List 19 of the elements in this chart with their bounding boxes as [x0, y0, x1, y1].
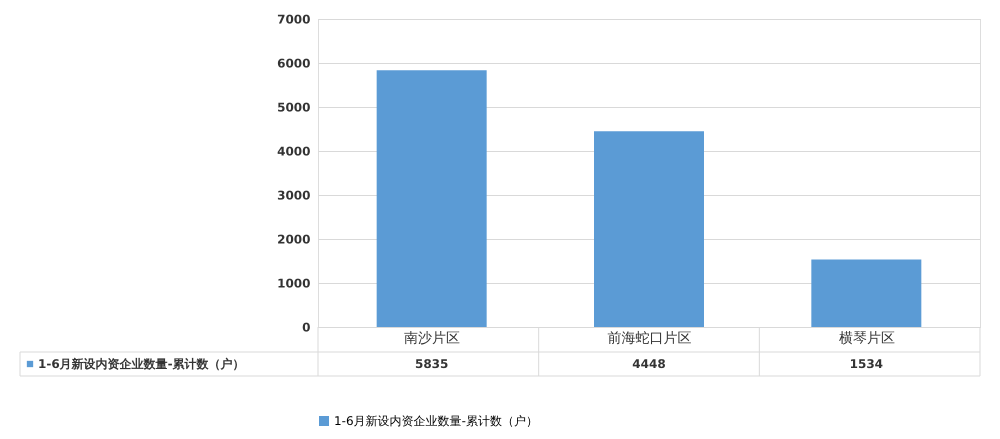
y-tick-label: 6000	[277, 56, 310, 70]
x-tick-label: 前海蛇口片区	[608, 330, 692, 346]
bar	[376, 70, 487, 327]
bar	[811, 260, 922, 327]
y-tick-label: 3000	[277, 188, 310, 202]
y-tick-label: 1000	[277, 276, 310, 290]
x-tick-label: 南沙片区	[404, 330, 460, 346]
data-label: 1534	[850, 357, 884, 371]
y-tick-label: 5000	[277, 100, 310, 114]
legend-label: 1-6月新设内资企业数量-累计数（户）	[334, 414, 538, 428]
data-label: 5835	[414, 357, 448, 371]
bar	[594, 131, 704, 327]
data-label: 4448	[632, 357, 666, 371]
y-tick-label: 7000	[277, 12, 310, 26]
x-tick-label: 横琴片区	[838, 330, 895, 346]
y-tick-label: 4000	[277, 144, 310, 158]
text: 1-6月新设内资企业数量-累计数（户）	[38, 357, 245, 371]
y-tick-label: 2000	[277, 232, 310, 246]
y-tick-label: 0	[302, 320, 310, 334]
